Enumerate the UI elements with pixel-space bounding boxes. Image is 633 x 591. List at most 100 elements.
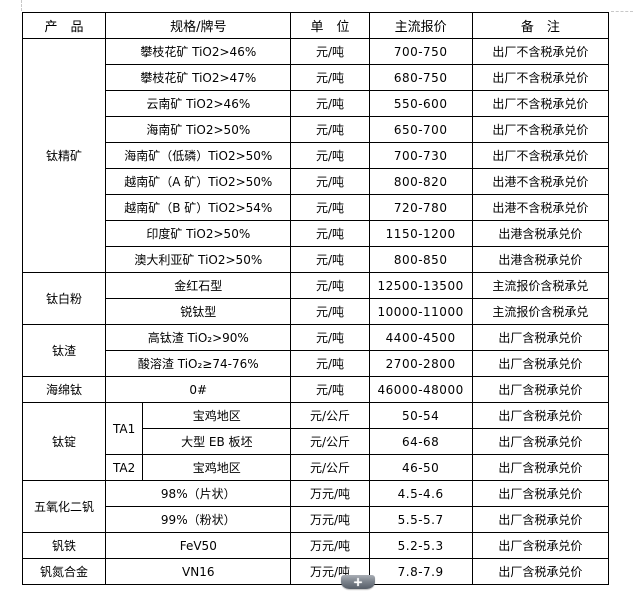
unit-cell: 万元/吨 [290, 480, 370, 507]
spec-cell: 宝鸡地区 [142, 454, 292, 481]
unit-cell: 元/吨 [290, 194, 370, 221]
note-cell: 出港含税承兑价 [471, 246, 610, 273]
price-cell: 46000-48000 [368, 376, 473, 403]
note-cell: 出厂不含税承兑价 [471, 64, 610, 91]
titanium-price-table: 产 品 规格/牌号 单 位 主流报价 备 注 钛精矿 攀枝花矿 TiO2>46%… [21, 12, 610, 585]
unit-cell: 元/公斤 [290, 402, 370, 429]
unit-cell: 元/吨 [290, 116, 370, 143]
unit-cell: 元/吨 [290, 168, 370, 195]
price-cell: 4.5-4.6 [368, 480, 473, 507]
unit-cell: 元/吨 [290, 142, 370, 169]
unit-cell: 元/吨 [290, 64, 370, 91]
price-cell: 680-750 [368, 64, 473, 91]
note-cell: 出厂不含税承兑价 [471, 116, 610, 143]
spec-cell: 海南矿 TiO2>50% [105, 116, 292, 143]
table-row: 五氧化二钒 98%（片状） 万元/吨 4.5-4.6 出厂含税承兑价 [21, 480, 610, 533]
price-cell: 1150-1200 [368, 220, 473, 247]
spec-cell: 攀枝花矿 TiO2>46% [105, 38, 292, 65]
table-row: 越南矿（B 矿）TiO2>54% 元/吨 720-780 出港不含税承兑价 [23, 194, 610, 221]
header-row: 产 品 规格/牌号 单 位 主流报价 备 注 [21, 12, 610, 39]
spec-cell: 酸溶渣 TiO₂≥74-76% [105, 350, 292, 377]
col-header-product: 产 品 [21, 12, 107, 39]
price-cell: 700-730 [368, 142, 473, 169]
table-row: 酸溶渣 TiO₂≥74-76% 元/吨 2700-2800 出厂含税承兑价 [23, 350, 610, 377]
page-margin-mark-horizontal [611, 11, 633, 12]
table-row: 锐钛型 元/吨 10000-11000 主流报价含税承兑 [23, 298, 610, 325]
note-cell: 出厂含税承兑价 [471, 350, 610, 377]
spec-cell: 海南矿（低磷）TiO2>50% [105, 142, 292, 169]
spec-cell: FeV50 [105, 532, 292, 559]
note-cell: 出厂含税承兑价 [471, 480, 610, 507]
spec-cell: 金红石型 [105, 272, 292, 299]
price-cell: 800-850 [368, 246, 473, 273]
unit-cell: 元/吨 [290, 90, 370, 117]
price-cell: 7.8-7.9 [368, 558, 473, 585]
table-row: 海南矿（低磷）TiO2>50% 元/吨 700-730 出厂不含税承兑价 [23, 142, 610, 169]
unit-cell: 元/吨 [290, 376, 370, 403]
spec-cell: 高钛渣 TiO₂>90% [105, 324, 292, 351]
unit-cell: 元/吨 [290, 324, 370, 351]
note-cell: 出厂不含税承兑价 [471, 38, 610, 65]
unit-cell: 元/吨 [290, 38, 370, 65]
table-row: 钒铁 FeV50 万元/吨 5.2-5.3 出厂含税承兑价 [21, 532, 610, 559]
note-cell: 主流报价含税承兑 [471, 298, 610, 325]
product-group-titanium-ingot: 钛锭 [21, 402, 107, 481]
note-cell: 出厂不含税承兑价 [471, 142, 610, 169]
unit-cell: 元/公斤 [290, 428, 370, 455]
note-cell: 出厂含税承兑价 [471, 376, 610, 403]
product-group-titanium-sponge: 海绵钛 [21, 376, 107, 403]
page-margin-mark-vertical [21, 0, 22, 11]
product-group-titanium-dioxide: 钛白粉 [21, 272, 107, 325]
table-row: 大型 EB 板坯 元/公斤 64-68 出厂含税承兑价 [23, 428, 610, 455]
note-cell: 出厂含税承兑价 [471, 324, 610, 351]
unit-cell: 万元/吨 [290, 506, 370, 533]
table-row: 99%（粉状） 万元/吨 5.5-5.7 出厂含税承兑价 [23, 506, 610, 533]
price-cell: 46-50 [368, 454, 473, 481]
price-cell: 4400-4500 [368, 324, 473, 351]
price-cell: 5.2-5.3 [368, 532, 473, 559]
price-cell: 12500-13500 [368, 272, 473, 299]
col-header-note: 备 注 [471, 12, 610, 39]
unit-cell: 元/吨 [290, 220, 370, 247]
col-header-spec: 规格/牌号 [105, 12, 292, 39]
product-group-ferrovanadium: 钒铁 [21, 532, 107, 559]
note-cell: 出厂含税承兑价 [471, 506, 610, 533]
spec-cell: 宝鸡地区 [142, 402, 292, 429]
spec-cell: 越南矿（A 矿）TiO2>50% [105, 168, 292, 195]
price-cell: 64-68 [368, 428, 473, 455]
price-cell: 10000-11000 [368, 298, 473, 325]
spec-cell: 越南矿（B 矿）TiO2>54% [105, 194, 292, 221]
unit-cell: 元/吨 [290, 246, 370, 273]
table-row: 钛白粉 金红石型 元/吨 12500-13500 主流报价含税承兑 [21, 272, 610, 325]
col-header-price: 主流报价 [368, 12, 473, 39]
note-cell: 出厂含税承兑价 [471, 558, 610, 585]
product-group-titanium-slag: 钛渣 [21, 324, 107, 377]
spec-cell: 澳大利亚矿 TiO2>50% [105, 246, 292, 273]
product-group-vanadium-nitrogen-alloy: 钒氮合金 [21, 558, 107, 585]
table-row: 越南矿（A 矿）TiO2>50% 元/吨 800-820 出港不含税承兑价 [23, 168, 610, 195]
unit-cell: 元/吨 [290, 350, 370, 377]
price-cell: 650-700 [368, 116, 473, 143]
expand-more-button[interactable]: + [341, 575, 375, 589]
note-cell: 出厂不含税承兑价 [471, 90, 610, 117]
price-cell: 550-600 [368, 90, 473, 117]
price-cell: 50-54 [368, 402, 473, 429]
price-cell: 5.5-5.7 [368, 506, 473, 533]
table-row: 攀枝花矿 TiO2>47% 元/吨 680-750 出厂不含税承兑价 [23, 64, 610, 91]
spec-cell: 攀枝花矿 TiO2>47% [105, 64, 292, 91]
col-header-unit: 单 位 [290, 12, 370, 39]
note-cell: 出厂含税承兑价 [471, 532, 610, 559]
product-group-vanadium-pentoxide: 五氧化二钒 [21, 480, 107, 533]
spec-cell: 大型 EB 板坯 [142, 428, 292, 455]
unit-cell: 万元/吨 [290, 532, 370, 559]
plus-icon: + [352, 575, 364, 589]
table-row: 钛精矿 攀枝花矿 TiO2>46% 元/吨 700-750 出厂不含税承兑价 [21, 38, 610, 273]
table-row: 印度矿 TiO2>50% 元/吨 1150-1200 出港含税承兑价 [23, 220, 610, 247]
spec-cell: 98%（片状） [105, 480, 292, 507]
grade-cell-ta2: TA2 [105, 454, 144, 481]
note-cell: 出港含税承兑价 [471, 220, 610, 247]
spec-cell: 锐钛型 [105, 298, 292, 325]
note-cell: 主流报价含税承兑 [471, 272, 610, 299]
price-cell: 700-750 [368, 38, 473, 65]
note-cell: 出港不含税承兑价 [471, 194, 610, 221]
